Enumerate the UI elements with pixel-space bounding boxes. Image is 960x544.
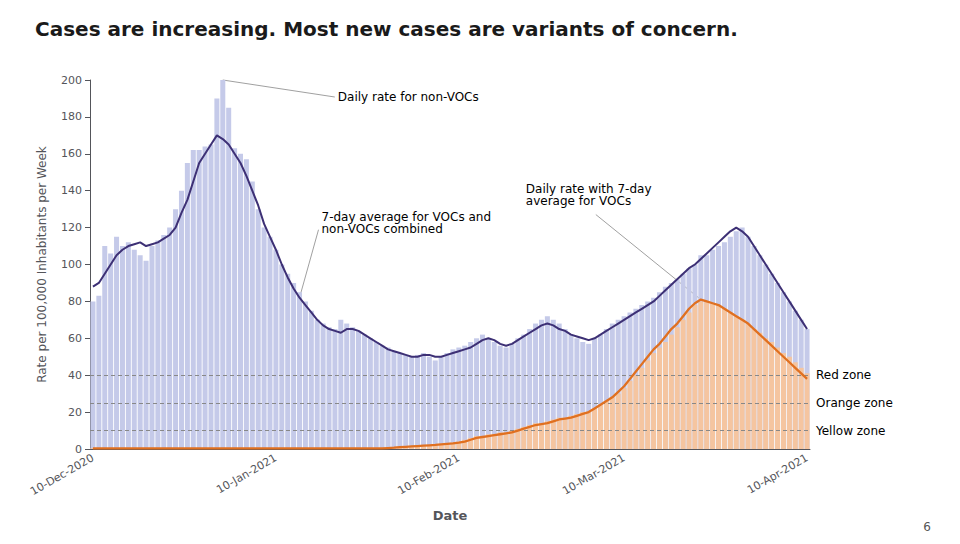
svg-text:0: 0	[75, 443, 82, 456]
svg-text:Red zone: Red zone	[816, 368, 871, 382]
svg-text:Daily rate for non-VOCs: Daily rate for non-VOCs	[338, 90, 479, 104]
svg-text:180: 180	[61, 110, 82, 123]
svg-text:140: 140	[61, 184, 82, 197]
svg-text:7-day average for VOCs and: 7-day average for VOCs and	[321, 209, 492, 224]
svg-text:60: 60	[68, 332, 82, 345]
svg-text:Yellow zone: Yellow zone	[815, 424, 885, 438]
svg-text:20: 20	[68, 406, 82, 419]
svg-text:10-Mar-2021: 10-Mar-2021	[560, 451, 627, 497]
svg-text:10-Dec-2020: 10-Dec-2020	[28, 451, 96, 498]
svg-text:non-VOCs combined: non-VOCs combined	[322, 222, 443, 236]
svg-text:200: 200	[61, 74, 82, 87]
svg-text:Date: Date	[433, 508, 468, 523]
svg-text:6: 6	[923, 520, 931, 534]
svg-text:Rate per 100,000 Inhabitants p: Rate per 100,000 Inhabitants per Week	[35, 146, 49, 383]
svg-text:160: 160	[61, 147, 82, 160]
svg-text:10-Jan-2021: 10-Jan-2021	[214, 451, 279, 496]
svg-text:Cases are increasing. Most new: Cases are increasing. Most new cases are…	[35, 17, 738, 41]
svg-text:100: 100	[61, 258, 82, 271]
svg-text:average for VOCs: average for VOCs	[526, 194, 631, 208]
svg-text:40: 40	[68, 369, 82, 382]
svg-text:10-Apr-2021: 10-Apr-2021	[745, 451, 810, 496]
svg-text:Daily rate with 7-day: Daily rate with 7-day	[525, 181, 652, 196]
svg-text:80: 80	[68, 295, 82, 308]
svg-text:120: 120	[61, 221, 82, 234]
svg-text:Orange zone: Orange zone	[816, 396, 893, 410]
svg-text:10-Feb-2021: 10-Feb-2021	[396, 451, 463, 497]
